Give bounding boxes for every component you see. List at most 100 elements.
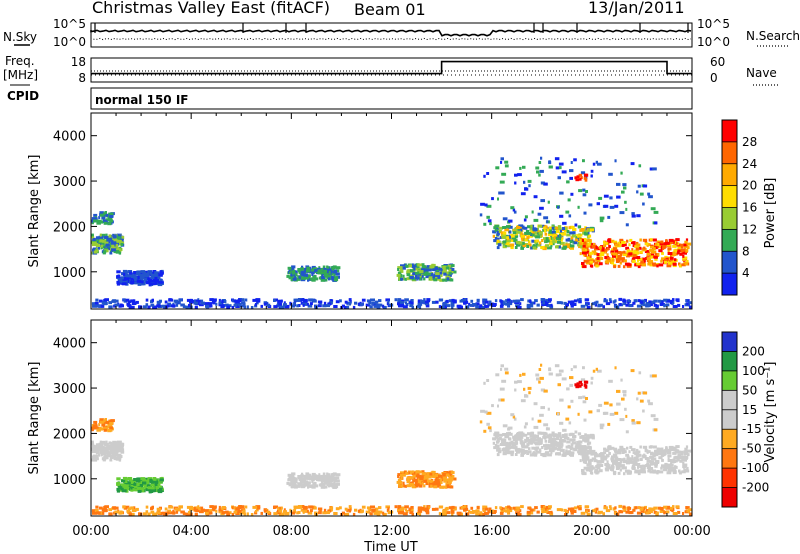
velocity-cell xyxy=(582,472,587,476)
power-cell xyxy=(382,305,387,309)
power-cell xyxy=(569,231,574,235)
velocity-cell xyxy=(416,476,421,480)
power-cell xyxy=(677,242,680,246)
power-cell xyxy=(246,305,249,309)
velocity-cell xyxy=(109,419,114,423)
velocity-cell xyxy=(530,508,534,512)
velocity-panel-frame xyxy=(90,319,693,517)
velocity-cell xyxy=(100,451,103,455)
velocity-cell xyxy=(144,479,150,483)
power-cell xyxy=(607,215,611,219)
velocity-cell xyxy=(663,505,668,509)
velocity-colorbar-tick-3: 15 xyxy=(742,403,757,417)
velocity-cell xyxy=(531,440,535,444)
power-cell xyxy=(483,174,486,178)
velocity-cell xyxy=(127,483,131,487)
power-ytick-1: 2000 xyxy=(53,220,86,235)
power-cell xyxy=(583,238,587,242)
power-cell xyxy=(635,247,640,251)
power-cell xyxy=(156,304,161,308)
power-cell xyxy=(319,302,322,306)
velocity-cell xyxy=(143,477,149,481)
velocity-cell xyxy=(558,439,564,443)
power-cell xyxy=(613,240,618,244)
velocity-cell xyxy=(246,512,249,516)
velocity-cell xyxy=(615,464,619,468)
velocity-cell xyxy=(680,452,684,456)
power-cell xyxy=(606,253,609,257)
velocity-ylabel: Slant Range [km] xyxy=(27,362,42,475)
velocity-cell xyxy=(321,479,325,483)
velocity-cell xyxy=(397,475,400,478)
velocity-cell xyxy=(599,426,604,430)
power-cell xyxy=(640,302,645,306)
power-cell xyxy=(532,301,536,305)
power-cell xyxy=(567,198,571,202)
velocity-cell xyxy=(110,451,115,455)
velocity-cell xyxy=(643,455,646,459)
power-cell xyxy=(601,248,605,252)
power-cell xyxy=(639,250,643,254)
power-cell xyxy=(513,210,517,214)
power-cell xyxy=(642,202,645,206)
velocity-cell xyxy=(152,512,158,516)
power-cell xyxy=(295,298,301,302)
velocity-cell xyxy=(123,487,128,490)
velocity-cell xyxy=(628,511,633,515)
velocity-cell xyxy=(115,457,119,461)
velocity-cell xyxy=(549,447,554,451)
power-cell xyxy=(109,215,114,218)
power-cell xyxy=(606,247,609,251)
power-cell xyxy=(484,300,489,304)
velocity-cell xyxy=(499,506,502,510)
power-cell xyxy=(658,245,663,249)
velocity-cell xyxy=(604,449,608,452)
velocity-cell xyxy=(312,482,317,486)
velocity-cell xyxy=(530,437,533,441)
power-cell xyxy=(134,278,138,281)
velocity-cell xyxy=(108,441,112,445)
velocity-cell xyxy=(621,451,625,454)
power-cell xyxy=(539,206,544,210)
power-cell xyxy=(558,232,564,236)
velocity-cell xyxy=(621,466,625,470)
power-cell xyxy=(122,298,126,302)
power-cell xyxy=(118,304,122,308)
velocity-cell xyxy=(669,448,674,451)
power-cell xyxy=(654,257,658,261)
velocity-cell xyxy=(279,512,285,516)
velocity-cell xyxy=(150,486,155,490)
velocity-cell xyxy=(532,438,535,442)
power-cell xyxy=(425,304,430,308)
power-cell xyxy=(137,274,143,278)
power-cell xyxy=(300,270,306,274)
power-cell xyxy=(653,303,658,307)
power-cell xyxy=(307,278,310,282)
velocity-cell xyxy=(548,449,553,453)
power-cell xyxy=(557,205,560,209)
velocity-cell xyxy=(596,466,601,470)
power-cell xyxy=(153,273,159,277)
power-cell xyxy=(147,277,152,281)
power-cell xyxy=(138,305,143,309)
power-cell xyxy=(120,276,125,280)
velocity-cell xyxy=(302,510,305,514)
power-cell xyxy=(397,298,402,302)
power-cell xyxy=(588,255,592,259)
power-cell xyxy=(604,242,608,245)
velocity-cell xyxy=(583,445,587,449)
velocity-cell xyxy=(149,478,153,482)
velocity-cell xyxy=(135,507,139,511)
velocity-colorbar-swatch-7 xyxy=(722,468,737,488)
velocity-cell xyxy=(537,419,542,423)
velocity-cell xyxy=(128,512,132,516)
velocity-cell xyxy=(280,506,283,510)
power-cell xyxy=(288,276,292,280)
velocity-cell xyxy=(409,511,414,515)
velocity-cell xyxy=(606,460,609,464)
power-cell xyxy=(95,249,99,253)
velocity-cell xyxy=(617,458,621,461)
velocity-cell xyxy=(291,474,295,478)
power-cell xyxy=(587,234,592,238)
power-cell xyxy=(276,304,281,308)
